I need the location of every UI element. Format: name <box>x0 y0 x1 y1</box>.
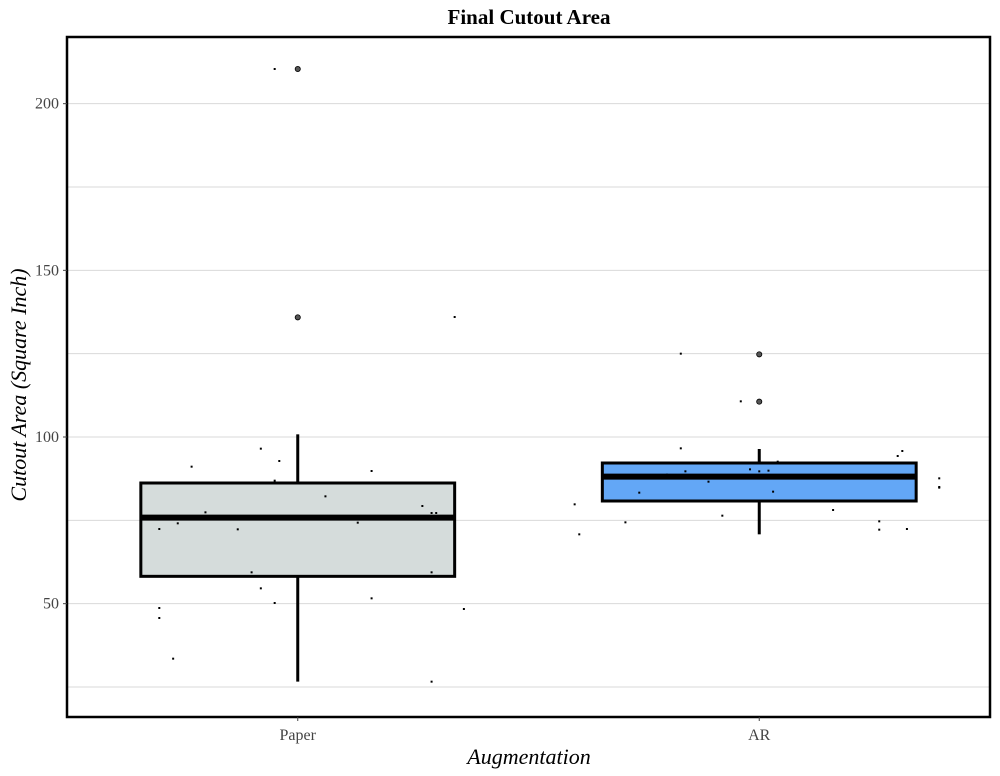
y-tick-label: 100 <box>35 429 59 446</box>
x-axis-ticks: Paper AR <box>280 717 771 744</box>
jitter-point <box>739 400 742 403</box>
jitter-point <box>430 512 433 514</box>
jitter-point <box>905 528 908 530</box>
jitter-point <box>158 528 161 530</box>
jitter-point <box>624 521 627 524</box>
jitter-point <box>250 571 253 574</box>
jitter-point <box>749 468 752 471</box>
jitter-point <box>236 528 239 531</box>
jitter-point <box>832 509 835 511</box>
jitter-point <box>370 597 373 600</box>
plot-panel-border <box>65 35 992 719</box>
jitter-point <box>938 477 941 480</box>
jitter-point <box>273 602 276 604</box>
x-axis-title: Augmentation <box>465 744 590 769</box>
jitter-point <box>278 460 281 462</box>
chart-title: Final Cutout Area <box>448 5 611 29</box>
jitter-point <box>453 316 456 318</box>
gridlines <box>67 103 990 688</box>
jitter-point <box>905 461 908 464</box>
outlier-point <box>294 314 301 321</box>
jitter-point <box>878 528 881 531</box>
jitter-point <box>578 533 581 536</box>
outlier-point <box>756 351 763 358</box>
jitter-point <box>573 503 576 506</box>
x-tick-label: Paper <box>280 727 317 744</box>
y-axis-title: Cutout Area (Square Inch) <box>6 268 31 501</box>
y-tick-label: 50 <box>43 596 59 613</box>
jitter-point <box>721 514 724 517</box>
jitter-point <box>896 455 899 457</box>
data-points <box>158 66 941 683</box>
jitter-point <box>435 512 438 514</box>
outlier-point <box>756 398 763 405</box>
jitter-point <box>273 479 276 482</box>
box-paper <box>139 481 457 578</box>
jitter-point <box>158 617 161 619</box>
jitter-point <box>421 505 424 507</box>
jitter-point <box>259 447 262 450</box>
y-axis-ticks: 50 100 150 200 <box>35 96 67 613</box>
jitter-point <box>707 480 710 483</box>
jitter-point <box>324 495 327 498</box>
jitter-point <box>176 522 179 525</box>
boxes <box>139 434 918 682</box>
jitter-point <box>430 571 433 574</box>
jitter-point <box>273 68 276 70</box>
jitter-point <box>665 473 668 476</box>
jitter-point <box>772 490 775 493</box>
outlier-point <box>294 66 301 73</box>
jitter-point <box>158 607 161 609</box>
jitter-point <box>938 486 941 489</box>
jitter-point <box>462 608 465 610</box>
jitter-point <box>190 465 193 468</box>
y-tick-label: 150 <box>35 262 59 279</box>
jitter-point <box>684 470 687 473</box>
y-tick-label: 200 <box>35 96 59 113</box>
jitter-point <box>430 680 433 683</box>
jitter-point <box>679 447 682 450</box>
jitter-point <box>878 520 881 523</box>
jitter-point <box>172 657 175 660</box>
jitter-point <box>204 511 207 514</box>
jitter-point <box>638 491 641 494</box>
box-ar <box>600 461 918 503</box>
jitter-point <box>758 470 761 473</box>
jitter-point <box>356 521 359 524</box>
jitter-point <box>259 587 262 590</box>
jitter-point <box>370 470 373 472</box>
jitter-point <box>901 450 904 452</box>
jitter-point <box>767 469 770 472</box>
jitter-point <box>776 460 779 463</box>
x-tick-label: AR <box>748 727 771 744</box>
jitter-point <box>679 352 682 355</box>
